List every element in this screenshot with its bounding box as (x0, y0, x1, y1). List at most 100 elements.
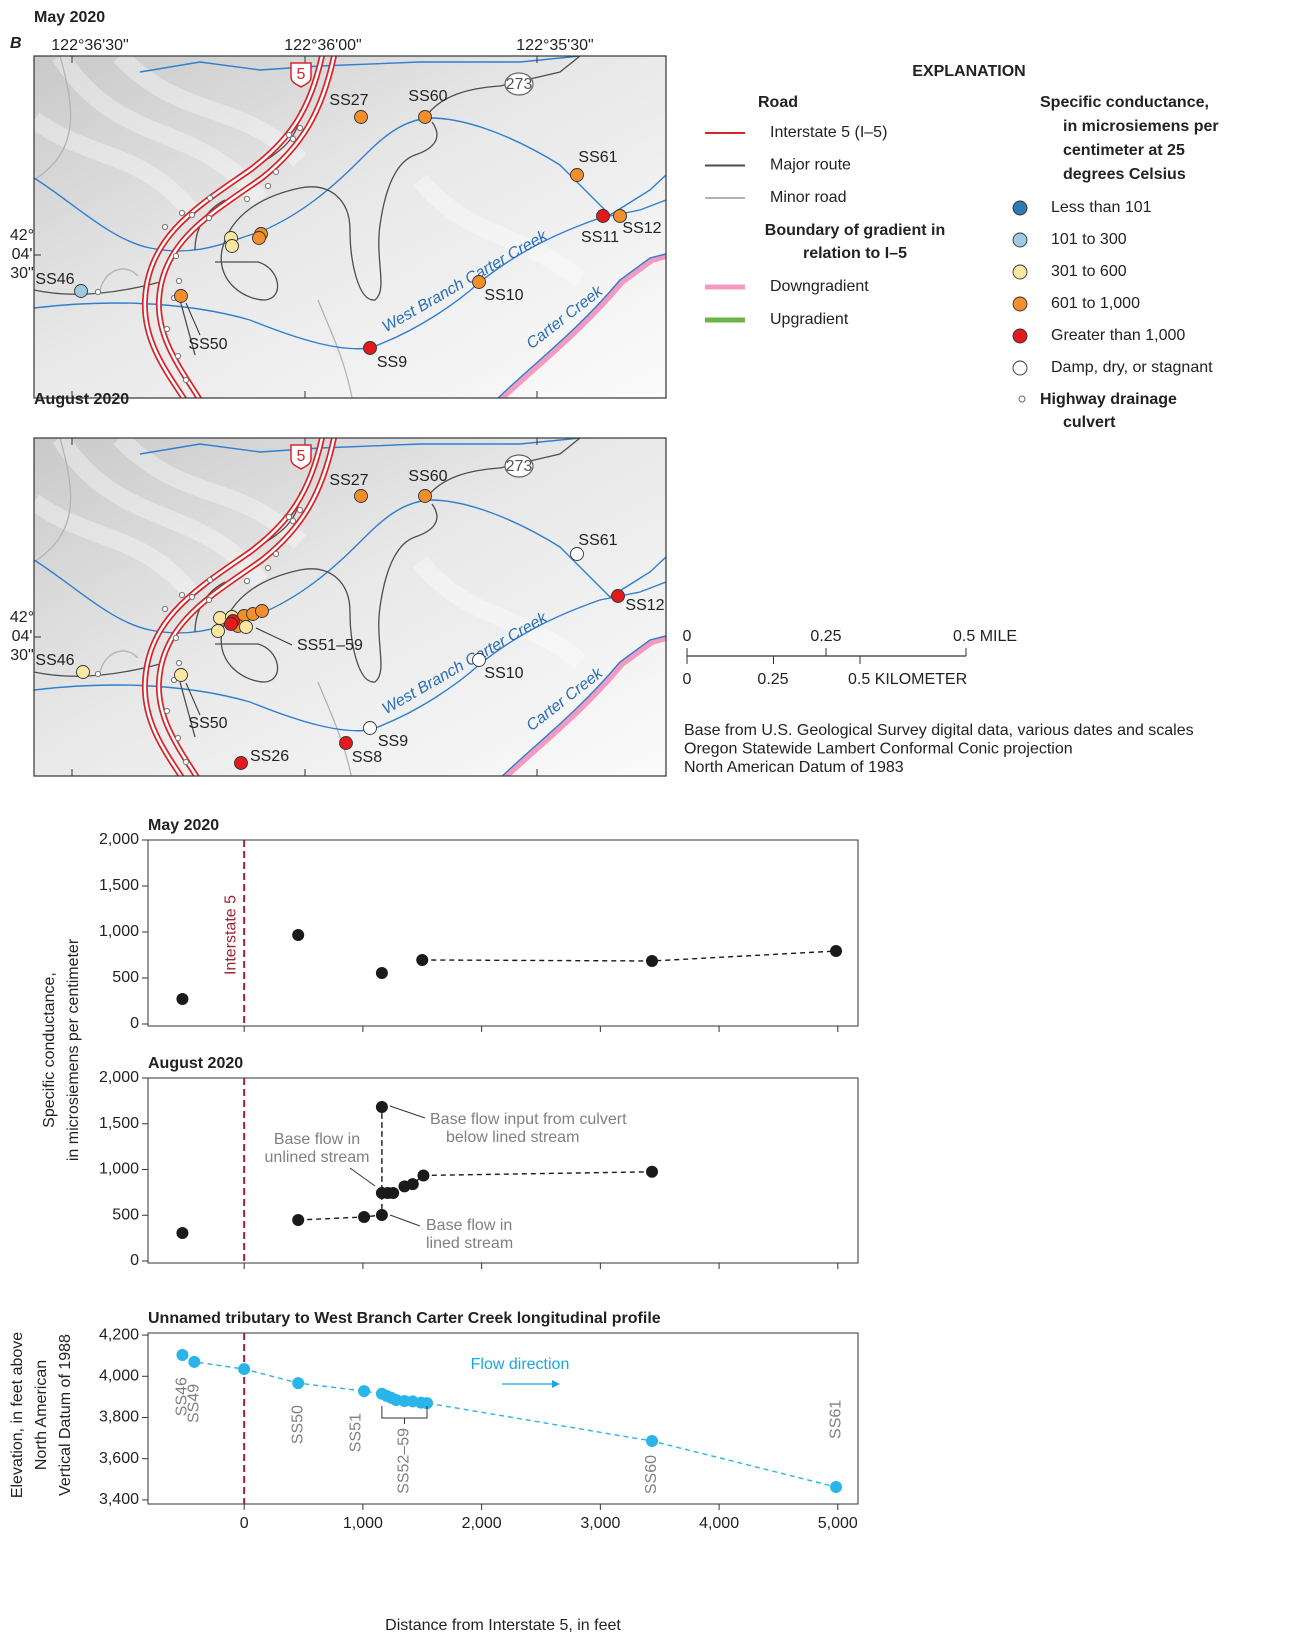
site-label: SS27 (329, 92, 368, 109)
longitude-label: 122°36'00" (284, 37, 361, 54)
culvert (183, 759, 188, 764)
legend-swatch (1013, 329, 1027, 343)
data-point (417, 1169, 429, 1181)
y-tick-label: 0 (130, 1252, 139, 1269)
data-point (646, 955, 658, 967)
x-tick-label: 1,000 (343, 1515, 383, 1532)
data-point (176, 1349, 188, 1361)
point-label: SS51 (347, 1413, 364, 1452)
site-marker (77, 666, 90, 679)
culvert (206, 215, 211, 220)
culvert (290, 136, 295, 141)
culvert (273, 551, 278, 556)
culvert (176, 278, 181, 283)
legend-label: 601 to 1,000 (1051, 295, 1140, 312)
culvert (176, 660, 181, 665)
site-label: SS46 (35, 652, 74, 669)
y-axis-label: Vertical Datum of 1988 (57, 1334, 74, 1496)
chart-title: May 2020 (148, 817, 219, 834)
y-axis-label: North American (33, 1360, 50, 1470)
site-marker (612, 590, 625, 603)
site-label: SS61 (578, 532, 617, 549)
data-point (387, 1187, 399, 1199)
site-label: SS60 (408, 468, 447, 485)
site-marker (355, 111, 368, 124)
site-label: SS60 (408, 88, 447, 105)
legend-heading: relation to I–5 (803, 245, 907, 262)
data-point (238, 1363, 250, 1375)
y-tick-label: 500 (112, 1206, 139, 1223)
annotation: lined stream (426, 1235, 513, 1252)
scale-label: 0.5 KILOMETER (848, 671, 967, 688)
site-marker (355, 490, 368, 503)
map-base (34, 438, 666, 782)
site-marker (225, 618, 238, 631)
y-tick-label: 0 (130, 1015, 139, 1032)
y-axis-label: Specific conductance, (41, 972, 58, 1128)
x-tick-label: 4,000 (699, 1515, 739, 1532)
scale-label: 0.25 (810, 628, 841, 645)
data-point (188, 1356, 200, 1368)
latitude-label: 04' (12, 628, 33, 645)
annotation: Base flow in (426, 1217, 512, 1234)
culvert (162, 224, 167, 229)
annotation-leader (390, 1215, 420, 1226)
legend-heading: Specific conductance, (1040, 94, 1209, 111)
site-label: SS11 (581, 229, 619, 246)
reference-label: Interstate 5 (222, 895, 239, 975)
shield-label: 5 (297, 448, 306, 465)
scale-label: 0.25 (757, 671, 788, 688)
site-label: SS12 (625, 597, 664, 614)
site-marker (571, 548, 584, 561)
data-point (376, 967, 388, 979)
site-marker (240, 621, 253, 634)
scale-label: 0 (683, 628, 692, 645)
legend-label: 101 to 300 (1051, 231, 1127, 248)
figure: May 2020B122°36'30"122°36'00"122°35'30"4… (0, 0, 1306, 1642)
site-label: SS10 (484, 665, 523, 682)
culvert (173, 253, 178, 258)
flow-arrowhead (552, 1380, 560, 1388)
data-point (358, 1211, 370, 1223)
site-marker (212, 625, 225, 638)
legend-heading: centimeter at 25 (1063, 142, 1185, 159)
annotation: below lined stream (446, 1129, 579, 1146)
site-marker (419, 111, 432, 124)
scale-label: 0 (683, 671, 692, 688)
legend-label: Interstate 5 (I–5) (770, 124, 887, 141)
latitude-label: 30" (10, 265, 33, 282)
point-label: SS49 (186, 1384, 203, 1423)
latitude-label: 04' (12, 246, 33, 263)
legend-label: Minor road (770, 189, 846, 206)
culvert (297, 125, 302, 130)
site-marker (75, 285, 88, 298)
culvert (189, 212, 194, 217)
culvert (179, 210, 184, 215)
legend-heading: degrees Celsius (1063, 166, 1186, 183)
latitude-label: 30" (10, 647, 33, 664)
legend-label: culvert (1063, 414, 1116, 431)
y-axis-label: in microsiemens per centimeter (65, 938, 82, 1161)
y-tick-label: 4,200 (99, 1326, 139, 1343)
legend-swatch (1013, 233, 1027, 247)
shield-label: 5 (297, 66, 306, 83)
site-marker (253, 232, 266, 245)
y-tick-label: 4,000 (99, 1367, 139, 1384)
legend-swatch (1019, 396, 1025, 402)
culvert (290, 518, 295, 523)
data-point (830, 945, 842, 957)
site-marker (364, 342, 377, 355)
site-label: SS9 (377, 354, 407, 371)
legend-heading: Boundary of gradient in (765, 222, 945, 239)
site-marker (235, 757, 248, 770)
annotation: unlined stream (265, 1149, 370, 1166)
legend-label: 301 to 600 (1051, 263, 1127, 280)
culvert (206, 597, 211, 602)
y-axis-label: Elevation, in feet above (9, 1332, 26, 1498)
x-tick-label: 2,000 (462, 1515, 502, 1532)
x-axis-label: Distance from Interstate 5, in feet (385, 1617, 621, 1634)
data-point (646, 1435, 658, 1447)
legend-swatch (1013, 361, 1027, 375)
y-tick-label: 1,500 (99, 1115, 139, 1132)
culvert (207, 195, 212, 200)
